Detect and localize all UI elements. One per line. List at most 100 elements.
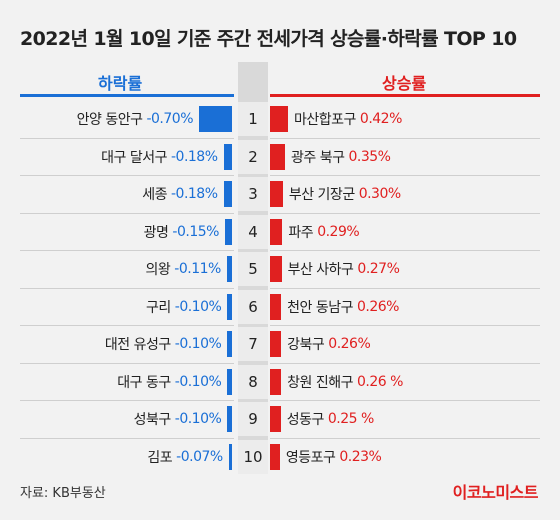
region-label: 부산 기장군 xyxy=(288,187,355,203)
row-separator xyxy=(20,325,234,326)
region-label: 광명 xyxy=(143,224,169,241)
increase-row: 마산합포구 0.42% xyxy=(270,102,545,136)
region-label: 대구 달서구 xyxy=(101,149,167,166)
decline-row: 대전 유성구 -0.10% xyxy=(20,327,232,361)
rank-number: 9 xyxy=(238,402,268,436)
region-label: 의왕 xyxy=(145,262,171,278)
increase-underline xyxy=(270,94,540,97)
row-separator xyxy=(20,400,234,401)
rank-number: 6 xyxy=(238,289,268,324)
value-label: -0.70% xyxy=(146,111,193,127)
value-label: -0.10% xyxy=(174,411,222,427)
decline-bar xyxy=(199,106,232,132)
rank-number: 3 xyxy=(238,177,268,211)
decline-bar xyxy=(226,256,232,282)
decline-header: 하락률 xyxy=(98,74,143,93)
value-label: -0.18% xyxy=(170,148,218,165)
row-separator xyxy=(270,437,540,439)
row-separator xyxy=(270,137,540,139)
region-label: 창원 진해구 xyxy=(287,374,353,391)
increase-row: 파주 0.29% xyxy=(270,215,545,249)
increase-row: 영등포구 0.23% xyxy=(270,440,545,474)
increase-bar xyxy=(270,256,282,282)
value-label: -0.07% xyxy=(176,448,223,465)
increase-row: 부산 사하구 0.27% xyxy=(270,252,545,286)
region-label: 파주 xyxy=(288,224,314,241)
rank-number: 10 xyxy=(238,439,268,474)
row-separator xyxy=(270,325,540,326)
decline-row: 대구 달서구 -0.18% xyxy=(20,140,232,174)
region-label: 김포 xyxy=(147,449,173,466)
value-label: 0.27% xyxy=(357,261,400,277)
decline-bar xyxy=(227,331,232,357)
brand-logo: 이코노미스트 xyxy=(452,483,539,502)
rank-number: 7 xyxy=(238,327,268,361)
increase-row: 광주 북구 0.35% xyxy=(270,140,545,174)
region-label: 대전 유성구 xyxy=(104,337,171,353)
row-separator xyxy=(20,362,234,364)
value-label: 0.23% xyxy=(339,448,382,465)
region-label: 광주 북구 xyxy=(291,149,345,166)
row-separator xyxy=(20,212,234,214)
rank-number: 4 xyxy=(238,214,268,249)
rank-number: 2 xyxy=(238,139,268,174)
increase-row: 성동구 0.25 % xyxy=(270,402,545,436)
row-separator xyxy=(270,362,540,364)
value-label: 0.29% xyxy=(317,223,360,240)
region-label: 안양 동안구 xyxy=(76,112,143,128)
value-label: 0.26% xyxy=(357,298,399,315)
value-label: -0.11% xyxy=(174,261,221,277)
region-label: 천안 동남구 xyxy=(287,299,353,316)
rank-number: 5 xyxy=(238,252,268,286)
decline-underline xyxy=(20,94,234,97)
rank-number: 8 xyxy=(238,364,268,399)
value-label: 0.26% xyxy=(328,336,371,352)
region-label: 성동구 xyxy=(286,412,325,428)
row-separator xyxy=(270,175,540,176)
increase-bar xyxy=(270,293,282,320)
decline-bar xyxy=(227,293,232,320)
region-label: 부산 사하구 xyxy=(287,262,354,278)
increase-bar xyxy=(270,406,281,432)
value-label: 0.25 % xyxy=(327,411,374,427)
source-note: 자료: KB부동산 xyxy=(20,486,106,501)
decline-row: 세종 -0.18% xyxy=(20,177,232,211)
increase-bar xyxy=(270,143,285,170)
value-label: -0.10% xyxy=(174,298,222,315)
region-label: 구리 xyxy=(146,299,171,316)
value-label: 0.26 % xyxy=(357,373,403,390)
value-label: 0.30% xyxy=(358,186,401,202)
decline-row: 김포 -0.07% xyxy=(20,440,232,474)
value-label: -0.10% xyxy=(174,336,222,352)
region-label: 마산합포구 xyxy=(294,112,356,128)
region-label: 대구 동구 xyxy=(117,374,171,391)
chart-title: 2022년 1월 10일 기준 주간 전세가격 상승률·하락률 TOP 10 xyxy=(20,28,517,50)
increase-bar xyxy=(270,106,288,132)
increase-bar xyxy=(270,331,282,357)
region-label: 세종 xyxy=(142,187,167,203)
region-label: 성북구 xyxy=(133,412,172,428)
decline-row: 대구 동구 -0.10% xyxy=(20,365,232,399)
decline-row: 의왕 -0.11% xyxy=(20,252,232,286)
row-separator xyxy=(20,287,234,289)
increase-row: 강북구 0.26% xyxy=(270,327,545,361)
row-separator xyxy=(20,175,234,176)
increase-bar xyxy=(270,181,283,207)
region-label: 영등포구 xyxy=(285,449,336,466)
decline-row: 성북구 -0.10% xyxy=(20,402,232,436)
increase-bar xyxy=(270,218,283,245)
value-label: 0.35% xyxy=(348,148,391,165)
row-separator xyxy=(20,250,234,251)
decline-bar xyxy=(224,218,232,245)
row-separator xyxy=(20,437,234,439)
decline-row: 안양 동안구 -0.70% xyxy=(20,102,232,136)
row-separator xyxy=(270,400,540,401)
row-separator xyxy=(270,250,540,251)
value-label: -0.18% xyxy=(170,186,218,202)
increase-header: 상승률 xyxy=(382,74,427,93)
increase-row: 창원 진해구 0.26 % xyxy=(270,365,545,399)
rank-number: 1 xyxy=(238,102,268,136)
decline-bar xyxy=(223,143,232,170)
decline-bar xyxy=(223,181,232,207)
increase-bar xyxy=(270,443,280,470)
